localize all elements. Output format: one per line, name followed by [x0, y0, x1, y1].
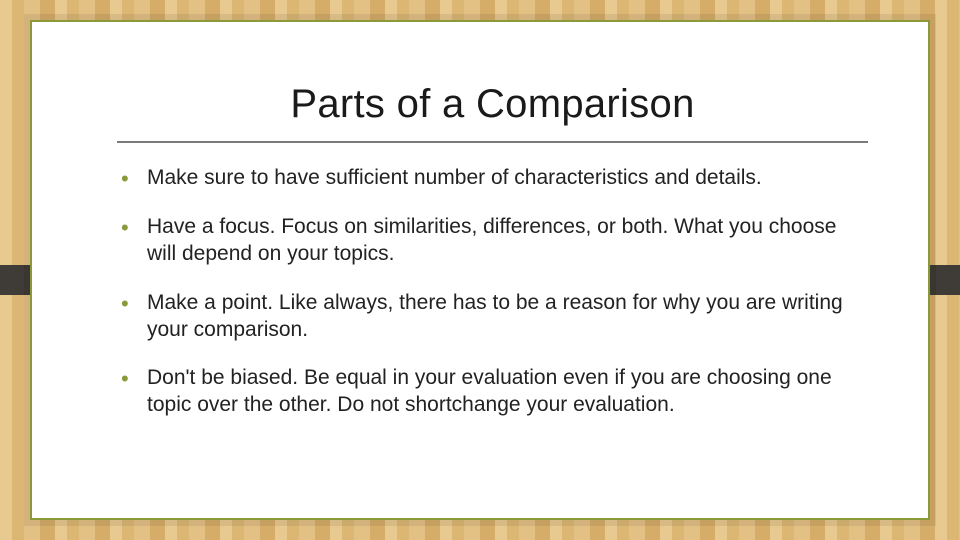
bullet-text: Make a point. Like always, there has to … [147, 291, 843, 341]
bullet-text: Don't be biased. Be equal in your evalua… [147, 366, 832, 416]
bullet-item: Make a point. Like always, there has to … [117, 290, 868, 344]
bullet-list: Make sure to have sufficient number of c… [117, 165, 868, 419]
decorative-tab-left [0, 265, 34, 295]
content-inner: Parts of a Comparison Make sure to have … [117, 82, 868, 488]
bullet-item: Don't be biased. Be equal in your evalua… [117, 365, 868, 419]
content-panel: Parts of a Comparison Make sure to have … [30, 20, 930, 520]
decorative-tab-right [928, 265, 960, 295]
bullet-item: Make sure to have sufficient number of c… [117, 165, 868, 192]
slide-background: Parts of a Comparison Make sure to have … [0, 0, 960, 540]
bullet-text: Have a focus. Focus on similarities, dif… [147, 215, 836, 265]
slide-title: Parts of a Comparison [117, 82, 868, 127]
bullet-item: Have a focus. Focus on similarities, dif… [117, 214, 868, 268]
bullet-text: Make sure to have sufficient number of c… [147, 166, 762, 189]
title-underline [117, 141, 868, 143]
